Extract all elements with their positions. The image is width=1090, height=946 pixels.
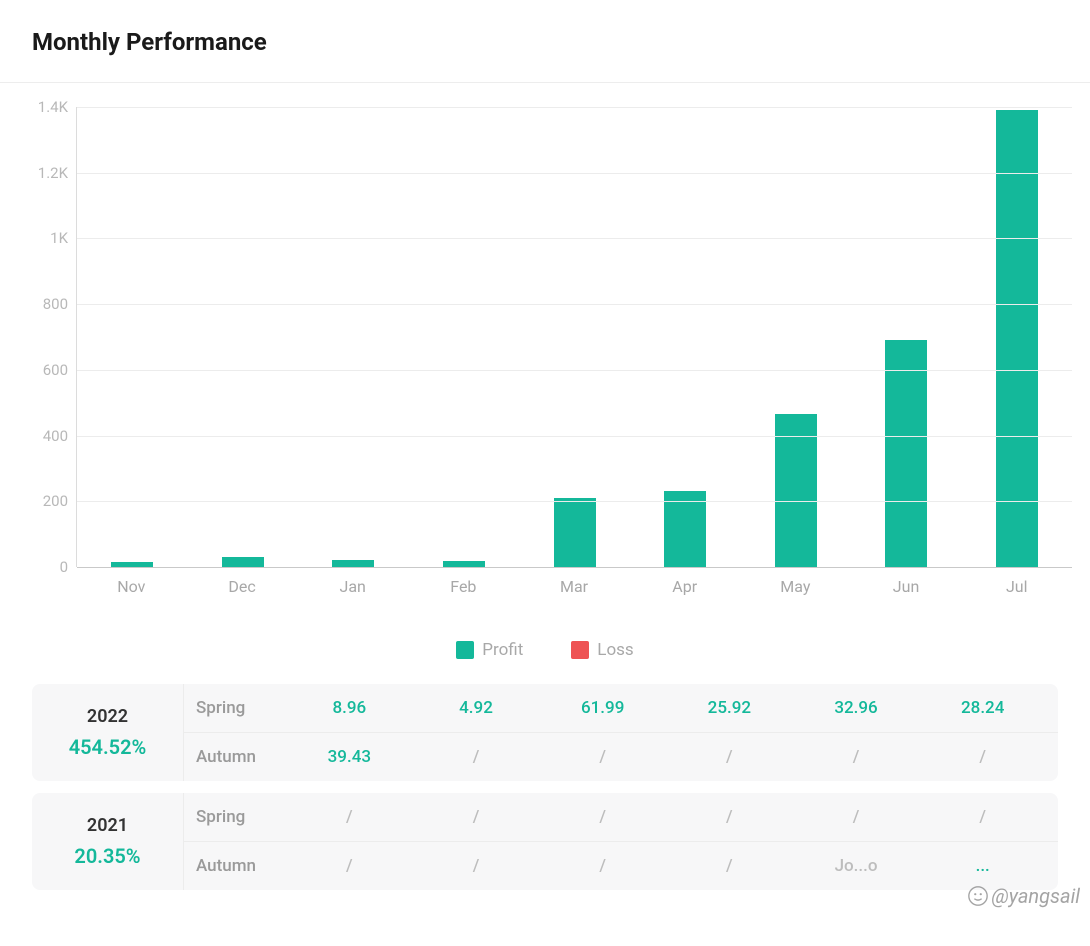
row-cell: / [793, 807, 920, 827]
year-rows: Spring//////Autumn////Jo...o... [184, 793, 1058, 890]
bar-slot [188, 107, 299, 567]
x-tick-label: Dec [187, 577, 298, 596]
year-head: 2022 454.52% [32, 684, 184, 781]
x-axis-labels: NovDecJanFebMarAprMayJunJul [76, 567, 1072, 596]
row-cell: / [539, 856, 666, 876]
grid-line [77, 107, 1072, 108]
bar[interactable] [222, 557, 264, 568]
row-cell: 61.99 [539, 698, 666, 718]
x-tick-label: Mar [519, 577, 630, 596]
x-tick-label: Jan [297, 577, 408, 596]
year-name: 2021 [87, 815, 128, 836]
bar-slot [519, 107, 630, 567]
year-percent: 454.52% [69, 735, 147, 759]
row-label: Autumn [196, 747, 286, 767]
bar-slot [298, 107, 409, 567]
page-title: Monthly Performance [32, 28, 1058, 56]
y-tick-label: 800 [43, 295, 68, 313]
year-block: 202120.35%Spring//////Autumn////Jo...o..… [32, 793, 1058, 890]
bar-slot [740, 107, 851, 567]
row-cell: / [666, 807, 793, 827]
legend-item[interactable]: Loss [571, 640, 633, 660]
row-cell: 8.96 [286, 698, 413, 718]
y-tick-label: 0 [60, 558, 68, 576]
row-cell: / [413, 747, 540, 767]
bar[interactable] [775, 414, 817, 567]
row-cell: 25.92 [666, 698, 793, 718]
row-cell: / [666, 856, 793, 876]
grid-line [77, 238, 1072, 239]
grid-line [77, 501, 1072, 502]
table-row: Spring////// [184, 793, 1058, 841]
chart-plot [76, 107, 1072, 567]
chart-container: 0 200 400 600 800 1K 1.2K 1.4K NovDecJanFebMarA… [0, 83, 1090, 606]
y-tick-label: 1K [50, 229, 68, 247]
row-cell: / [413, 856, 540, 876]
row-label: Autumn [196, 856, 286, 876]
legend-label: Loss [597, 640, 633, 660]
bar[interactable] [554, 498, 596, 567]
x-tick-label: Feb [408, 577, 519, 596]
x-axis-line [77, 567, 1072, 568]
row-cell: 28.24 [919, 698, 1046, 718]
bar-slot [409, 107, 520, 567]
row-cell: Jo...o [793, 856, 920, 876]
chart-legend: Profit Loss [0, 606, 1090, 684]
table-row: Autumn39.43///// [184, 732, 1058, 781]
row-cell: / [919, 807, 1046, 827]
chart-area: 02004006008001K1.2K1.4K [18, 107, 1072, 567]
legend-swatch [456, 641, 474, 659]
y-tick-label: 1.4K [38, 98, 68, 116]
y-axis: 02004006008001K1.2K1.4K [18, 107, 76, 567]
table-row: Spring8.964.9261.9925.9232.9628.24 [184, 684, 1058, 732]
bar-slot [851, 107, 962, 567]
row-cell: ... [919, 856, 1046, 876]
grid-line [77, 436, 1072, 437]
row-cell: / [539, 747, 666, 767]
x-tick-label: Nov [76, 577, 187, 596]
year-rows: Spring8.964.9261.9925.9232.9628.24Autumn… [184, 684, 1058, 781]
year-percent: 20.35% [74, 844, 140, 868]
legend-swatch [571, 641, 589, 659]
row-cell: 4.92 [413, 698, 540, 718]
grid-line [77, 173, 1072, 174]
bar-slot [77, 107, 188, 567]
row-cell: / [539, 807, 666, 827]
bar-slot [962, 107, 1073, 567]
row-cell: / [286, 856, 413, 876]
year-tables: 2022454.52%Spring8.964.9261.9925.9232.96… [0, 684, 1090, 922]
legend-item[interactable]: Profit [456, 640, 523, 660]
row-label: Spring [196, 698, 286, 718]
bar[interactable] [885, 340, 927, 567]
x-tick-label: Jun [851, 577, 962, 596]
year-head: 2021 20.35% [32, 793, 184, 890]
y-tick-label: 400 [43, 427, 68, 445]
grid-line [77, 304, 1072, 305]
y-tick-label: 200 [43, 492, 68, 510]
bar-slot [630, 107, 741, 567]
year-block: 2022 454.52% Spring8.964.9261.9925.9232.96… [32, 684, 1058, 781]
x-tick-label: Jul [961, 577, 1072, 596]
year-name: 2022 [87, 706, 128, 727]
row-cell: 39.43 [286, 747, 413, 767]
row-cell: / [413, 807, 540, 827]
bar[interactable] [996, 110, 1038, 567]
y-tick-label: 1.2K [38, 164, 68, 182]
header: Monthly Performance [0, 0, 1090, 83]
row-label: Spring [196, 807, 286, 827]
row-cell: / [919, 747, 1046, 767]
table-row: Autumn////Jo...o... [184, 841, 1058, 890]
row-cell: / [286, 807, 413, 827]
legend-label: Profit [482, 640, 523, 660]
row-cell: 32.96 [793, 698, 920, 718]
y-tick-label: 600 [43, 361, 68, 379]
x-tick-label: May [740, 577, 851, 596]
row-cell: / [793, 747, 920, 767]
row-cell: / [666, 747, 793, 767]
grid-line [77, 370, 1072, 371]
x-tick-label: Apr [629, 577, 740, 596]
bars-layer [77, 107, 1072, 567]
